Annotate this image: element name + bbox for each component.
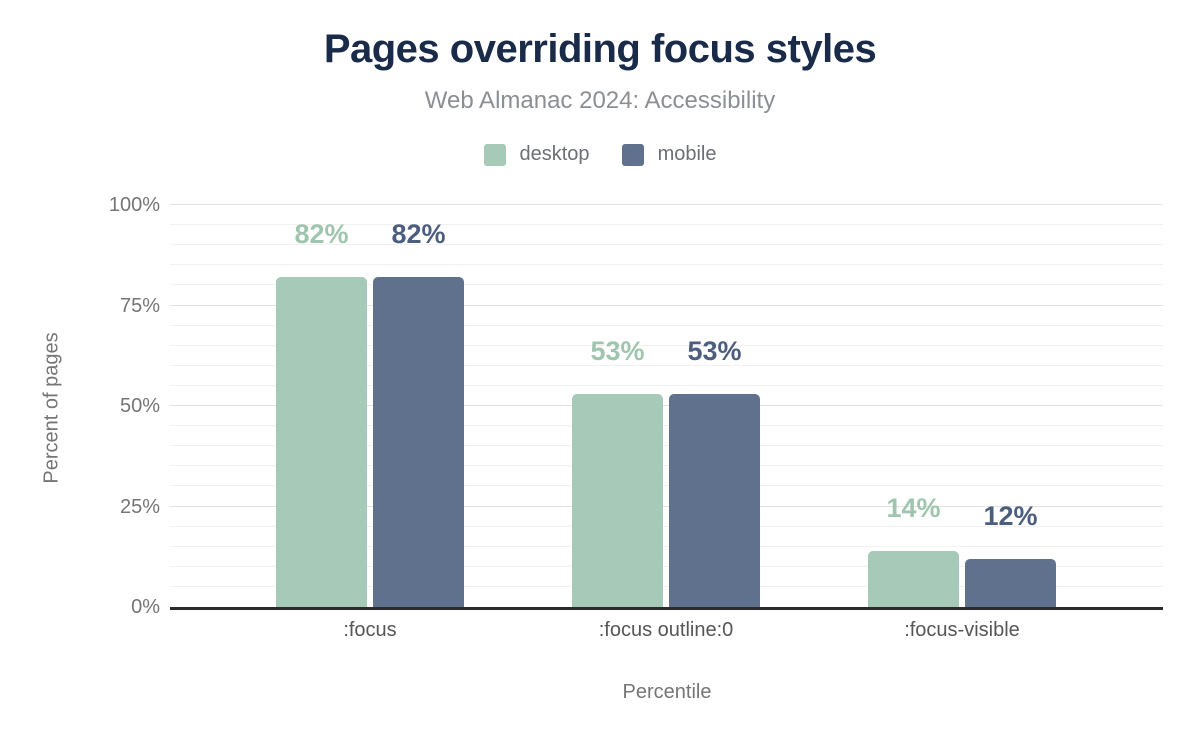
- legend-label-mobile: mobile: [657, 143, 717, 165]
- value-label-mobile-2: 53%: [687, 335, 742, 366]
- bar-desktop-2: [572, 393, 663, 607]
- value-label-mobile-3: 12%: [983, 500, 1038, 531]
- x-category-label-1: :focus: [343, 619, 397, 641]
- bar-group-2: 53% 53%: [572, 205, 760, 607]
- value-label-desktop-1: 82%: [294, 219, 349, 250]
- bar-mobile-2: [669, 393, 760, 607]
- gridline-minor-90: [170, 244, 1163, 246]
- legend-item-desktop: desktop: [483, 143, 590, 166]
- y-tick-label-25: 25%: [119, 495, 160, 518]
- x-category-label-3: :focus-visible: [904, 619, 1020, 641]
- value-label-desktop-3: 14%: [886, 492, 941, 523]
- y-tick-label-75: 75%: [119, 294, 160, 317]
- bar-desktop-3: [868, 550, 959, 607]
- y-tick-label-50: 50%: [119, 395, 160, 417]
- gridline-minor-15: [170, 545, 1163, 547]
- gridline-major-50: [170, 405, 1163, 406]
- legend-swatch-mobile: [621, 143, 644, 166]
- gridline-minor-45: [170, 425, 1163, 427]
- legend-item-mobile: mobile: [621, 143, 717, 166]
- bar-desktop-1: [276, 277, 367, 607]
- gridline-minor-60: [170, 364, 1163, 366]
- value-label-mobile-1: 82%: [391, 219, 446, 250]
- gridline-minor-30: [170, 485, 1163, 487]
- gridline-minor-40: [170, 445, 1163, 447]
- bar-group-1: 82% 82%: [276, 205, 464, 607]
- bar-group-3: 14% 12%: [868, 205, 1056, 607]
- gridline-minor-20: [170, 525, 1163, 527]
- gridline-major-100: [170, 204, 1163, 205]
- plot-area: 82% 82% 53% 53% 14% 12%: [170, 204, 1163, 610]
- gridline-minor-80: [170, 284, 1163, 286]
- x-category-label-2: :focus outline:0: [598, 619, 734, 641]
- legend: desktop mobile: [0, 143, 1200, 166]
- x-axis-title: Percentile: [622, 681, 712, 703]
- gridline-minor-95: [170, 224, 1163, 226]
- gridline-minor-5: [170, 585, 1163, 587]
- chart-title: Pages overriding focus styles: [323, 27, 877, 71]
- legend-label-desktop: desktop: [519, 143, 590, 165]
- legend-swatch-desktop: [483, 143, 506, 166]
- gridline-minor-70: [170, 324, 1163, 326]
- gridline-minor-65: [170, 344, 1163, 346]
- chart-subtitle: Web Almanac 2024: Accessibility: [424, 87, 776, 114]
- y-tick-label-0: 0%: [131, 596, 160, 618]
- gridline-minor-35: [170, 465, 1163, 467]
- x-axis-line: [170, 607, 1163, 610]
- gridline-minor-10: [170, 565, 1163, 567]
- gridline-major-75: [170, 304, 1163, 306]
- gridline-major-25: [170, 505, 1163, 507]
- gridline-minor-55: [170, 384, 1163, 386]
- bar-mobile-3: [965, 558, 1056, 607]
- bar-mobile-1: [373, 277, 464, 607]
- y-tick-label-100: 100%: [108, 194, 160, 216]
- value-label-desktop-2: 53%: [590, 335, 645, 366]
- gridline-minor-85: [170, 264, 1163, 266]
